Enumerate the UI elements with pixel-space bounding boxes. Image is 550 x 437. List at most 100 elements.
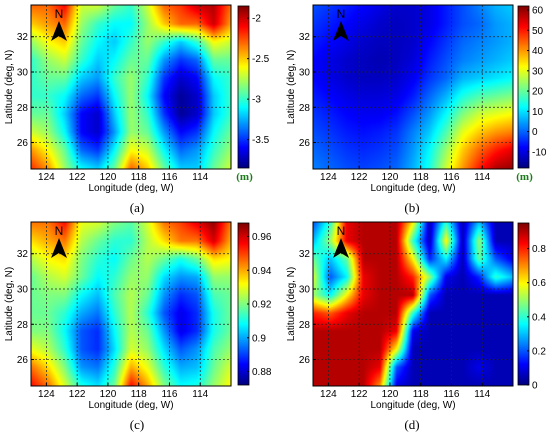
colorbar-tick-label: 0.9 [252,333,266,344]
y-tick-label: 28 [299,103,311,114]
x-tick-label: 114 [474,172,490,183]
x-tick-label: 116 [443,172,459,183]
x-tick-label: 118 [413,389,429,400]
panel-caption: (a) [130,200,144,215]
x-tick-label: 118 [131,172,147,183]
north-label: N [337,224,346,238]
y-tick-label: 32 [17,32,29,43]
colorbar-tick-label: -2.5 [252,54,270,65]
colorbar-tick-label: 0.2 [532,346,546,357]
colorbar-frame [517,5,530,169]
x-tick-label: 116 [443,389,459,400]
x-tick-label: 114 [474,389,490,400]
plot-frame [312,4,514,170]
colorbar [238,223,249,385]
y-tick-label: 28 [299,320,311,331]
panel-caption: (c) [130,417,144,432]
x-tick-label: 118 [413,172,429,183]
x-tick-label: 120 [382,172,399,183]
x-tick-label: 116 [161,172,177,183]
y-tick-label: 30 [17,285,29,296]
x-tick-label: 120 [100,172,117,183]
panel-a: 124 122 120 118 116 114 26 28 30 32 Longitude (deg… [4,4,270,215]
colorbar-tick-label: 0.88 [252,367,272,378]
colorbar-tick-label: 0.8 [532,244,546,255]
x-tick-label: 122 [351,389,368,400]
x-tick-label: 114 [192,389,208,400]
x-tick-label: 118 [131,389,147,400]
x-tick-label: 122 [69,389,86,400]
x-tick-label: 116 [161,389,177,400]
plot-frame [30,221,232,387]
colorbar-tick-label: 20 [532,87,544,98]
x-axis-label: Longitude (deg, W) [370,400,455,411]
plot-frame [312,221,514,387]
colorbar-tick-label: 0 [532,381,538,392]
colorbar-tick-label: 0 [532,127,538,138]
colorbar-frame [517,222,530,386]
x-tick-label: 124 [320,172,337,183]
colorbar-tick-label: -10 [532,147,547,158]
panel-caption: (d) [404,417,419,432]
x-tick-label: 124 [38,172,55,183]
colorbar-tick-label: 50 [532,26,544,37]
colorbar [238,6,249,168]
panel-caption: (b) [404,200,419,215]
unit-label: (m) [236,171,253,183]
colorbar-tick-label: 0.92 [252,300,272,311]
x-tick-label: 120 [382,389,399,400]
y-tick-label: 30 [299,68,311,79]
north-arrow-icon [333,21,349,41]
y-tick-label: 32 [17,249,29,260]
colorbar-tick-label: -3 [252,95,261,106]
x-axis-label: Longitude (deg, W) [88,183,173,194]
y-tick-label: 26 [17,355,29,366]
panel-b: 124 122 120 118 116 114 26 28 30 32 Longitude (deg… [286,4,547,215]
unit-label: (m) [516,171,533,183]
y-axis-label: Latitude (deg, N) [4,267,15,342]
x-tick-label: 124 [320,389,337,400]
colorbar-tick-label: -2 [252,14,261,25]
plot-frame [30,4,232,170]
y-tick-label: 28 [17,103,29,114]
colorbar-tick-label: 0.96 [252,232,272,243]
colorbar-tick-label: 0.94 [252,266,272,277]
north-arrow-icon [51,21,67,41]
x-tick-label: 122 [351,172,368,183]
y-axis-label: Latitude (deg, N) [286,267,297,342]
colorbar-tick-label: -3.5 [252,135,270,146]
y-axis-label: Latitude (deg, N) [286,50,297,125]
y-tick-label: 32 [299,249,311,260]
colorbar [518,223,529,385]
x-axis-label: Longitude (deg, W) [370,183,455,194]
colorbar-tick-label: 0.6 [532,278,546,289]
y-tick-label: 30 [299,285,311,296]
north-label: N [55,7,64,21]
colorbar-frame [237,5,250,169]
x-axis-label: Longitude (deg, W) [88,400,173,411]
heatmap-b [313,5,513,169]
y-axis-label: Latitude (deg, N) [4,50,15,125]
heatmap-c [31,222,231,386]
north-arrow-icon [51,238,67,258]
y-tick-label: 26 [299,138,311,149]
y-tick-label: 26 [299,355,311,366]
x-tick-label: 114 [192,172,208,183]
y-tick-label: 30 [17,68,29,79]
x-tick-label: 122 [69,172,86,183]
north-arrow-icon [333,238,349,258]
y-tick-label: 28 [17,320,29,331]
north-label: N [55,224,64,238]
colorbar-tick-label: 60 [532,6,544,17]
colorbar-tick-label: 10 [532,107,544,118]
colorbar-tick-label: 40 [532,46,544,57]
panel-c: 124 122 120 118 116 114 26 28 30 32 Longitude (deg… [4,221,272,432]
x-tick-label: 124 [38,389,55,400]
panel-d: 124 122 120 118 116 114 26 28 30 32 Longitude (deg… [286,221,546,432]
colorbar-tick-label: 30 [532,66,544,77]
y-tick-label: 32 [299,32,311,43]
heatmap-d [313,222,513,386]
heatmap-a [31,5,231,169]
y-tick-label: 26 [17,138,29,149]
